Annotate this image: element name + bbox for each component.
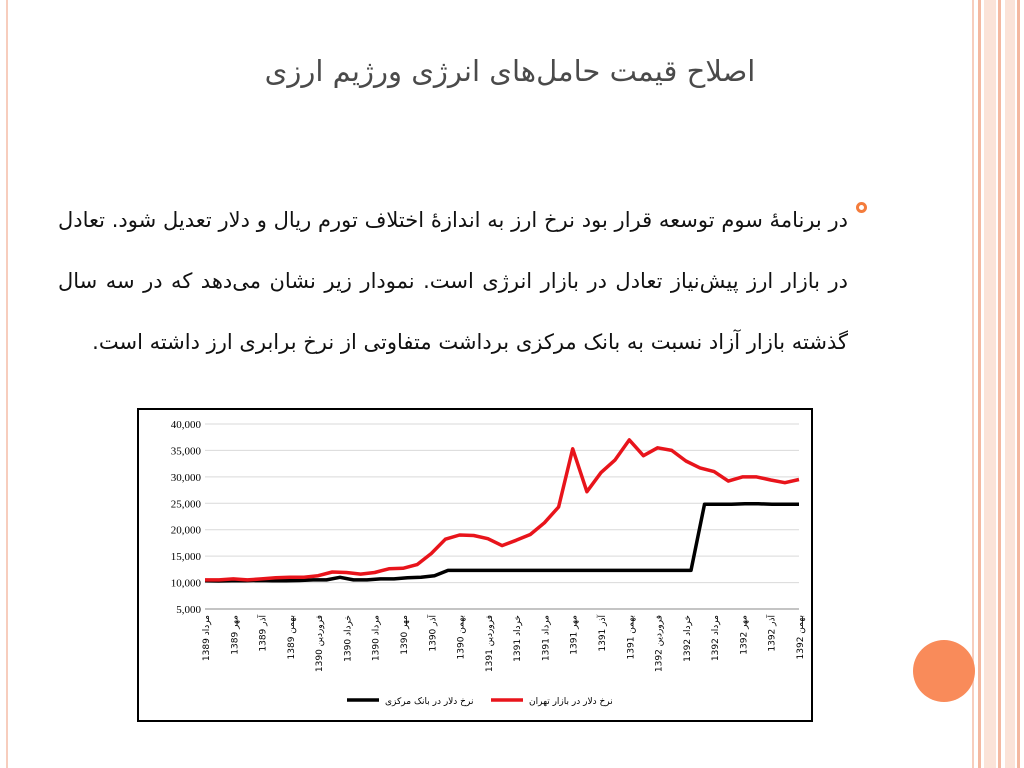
x-tick-label: خرداد 1390 — [343, 615, 353, 662]
bullet-circle-icon — [856, 202, 867, 213]
y-tick-label: 20,000 — [171, 525, 202, 537]
x-tick-label: مهر 1390 — [400, 615, 410, 655]
x-tick-label: خرداد 1392 — [683, 615, 693, 662]
x-tick-label: بهمن 1390 — [457, 615, 467, 659]
x-tick-label: بهمن 1389 — [287, 615, 297, 659]
series-line — [205, 438, 800, 582]
y-tick-label: 35,000 — [171, 445, 202, 457]
y-tick-label: 5,000 — [176, 604, 201, 616]
decor-stripe — [984, 0, 996, 768]
x-tick-label: فروردین 1392 — [655, 615, 665, 672]
bullet-paragraph: در برنامۀ سوم توسعه قرار بود نرخ ارز به … — [58, 208, 848, 354]
decor-stripe — [1005, 0, 1015, 768]
x-tick-label: مهر 1391 — [570, 615, 580, 655]
x-tick-label: مهر 1389 — [230, 615, 240, 655]
left-border-line — [6, 0, 8, 768]
x-tick-label: مرداد 1390 — [372, 615, 382, 661]
decor-stripe — [998, 0, 1001, 768]
x-tick-label: آذر 1389 — [257, 615, 269, 652]
y-tick-label: 15,000 — [171, 551, 202, 563]
right-border-line — [972, 0, 974, 768]
decor-circle — [913, 640, 975, 702]
y-tick-label: 30,000 — [171, 472, 202, 484]
series-line — [204, 502, 799, 583]
x-tick-label: خرداد 1391 — [513, 615, 523, 662]
x-tick-label: بهمن 1392 — [796, 615, 806, 659]
x-tick-label: مهر 1392 — [739, 615, 749, 655]
y-tick-label: 40,000 — [171, 419, 202, 431]
x-tick-label: آذر 1391 — [596, 615, 608, 652]
x-tick-label: بهمن 1391 — [626, 615, 636, 659]
decor-stripe — [978, 0, 981, 768]
x-tick-label: آذر 1392 — [766, 615, 778, 652]
legend-label: نرخ دلار در بانک مرکزی — [385, 697, 473, 707]
x-tick-label: آذر 1390 — [426, 615, 438, 652]
y-tick-label: 10,000 — [171, 578, 202, 590]
slide-title: اصلاح قیمت حامل‌های انرژی و‌رژیم ارزی — [264, 54, 756, 88]
y-tick-label: 25,000 — [171, 498, 202, 510]
legend-label: نرخ دلار در بازار تهران — [529, 697, 613, 707]
x-tick-label: فروردین 1391 — [485, 615, 495, 672]
x-tick-label: فروردین 1390 — [315, 615, 325, 672]
x-tick-label: مرداد 1391 — [541, 615, 551, 661]
decor-stripe — [1017, 0, 1020, 768]
chart-canvas: 40,000 35,000 30,000 25,000 20,000 15,000 10,0… — [171, 419, 806, 707]
x-tick-label: مرداد 1389 — [202, 615, 212, 661]
line-chart: 40,000 35,000 30,000 25,000 20,000 15,000 10,0… — [137, 408, 813, 722]
x-tick-label: مرداد 1392 — [711, 615, 721, 661]
